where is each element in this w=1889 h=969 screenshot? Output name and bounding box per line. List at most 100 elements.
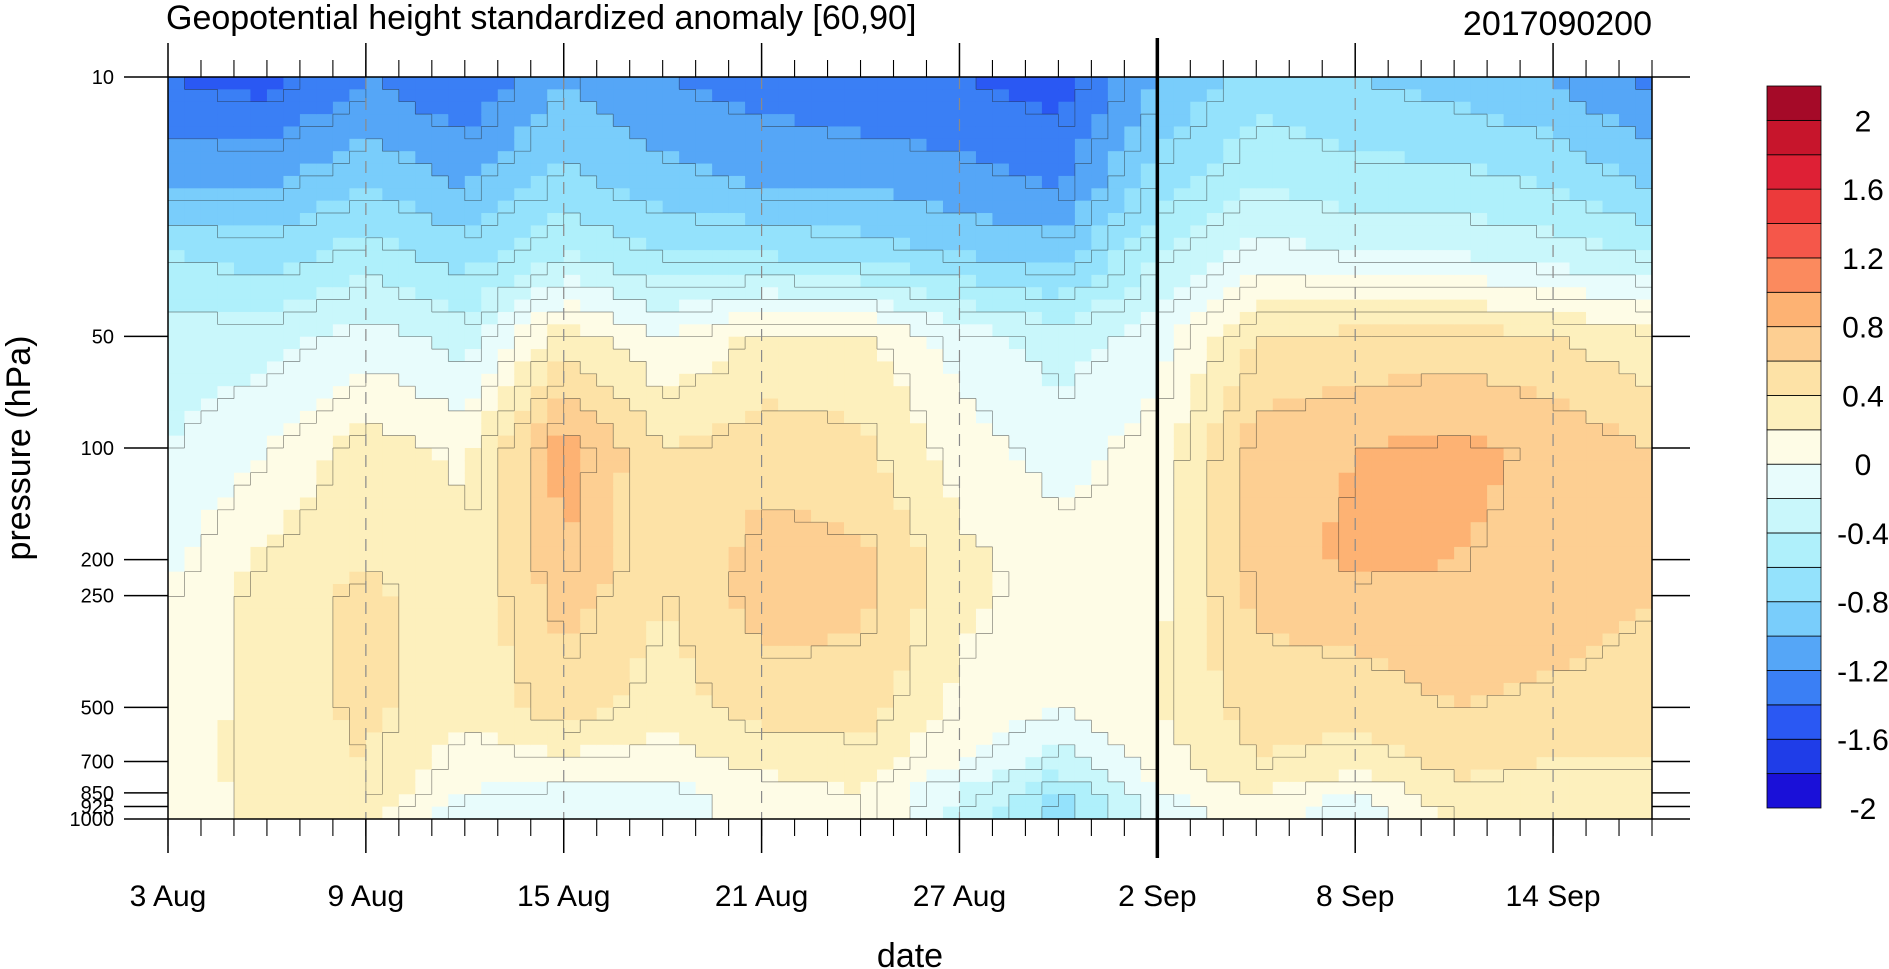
field-cell	[942, 534, 961, 548]
field-cell	[778, 89, 796, 103]
field-cell	[712, 89, 730, 103]
field-cell	[415, 497, 433, 511]
field-cell	[975, 472, 994, 486]
field-cell	[1239, 163, 1258, 177]
field-cell	[398, 769, 417, 783]
field-cell	[1322, 658, 1340, 672]
field-cell	[1256, 448, 1274, 462]
field-cell	[679, 522, 697, 536]
field-cell	[365, 645, 384, 660]
field-cell	[761, 250, 779, 264]
field-cell	[382, 373, 400, 387]
field-cell	[431, 410, 450, 425]
field-cell	[860, 596, 878, 610]
field-cell	[1091, 645, 1109, 660]
field-cell	[596, 695, 614, 709]
field-cell	[332, 497, 351, 511]
field-cell	[1008, 373, 1027, 387]
field-cell	[382, 274, 400, 289]
field-cell	[646, 200, 664, 214]
field-cell	[1404, 89, 1422, 103]
field-cell	[1454, 806, 1472, 819]
field-cell	[613, 744, 631, 758]
field-cell	[1223, 707, 1241, 721]
field-cell	[910, 584, 928, 598]
field-cell	[514, 138, 532, 152]
field-cell	[827, 410, 845, 425]
field-cell	[1388, 497, 1406, 511]
field-cell	[481, 633, 499, 647]
field-cell	[1437, 138, 1455, 152]
field-cell	[184, 472, 202, 486]
field-cell	[1322, 707, 1340, 721]
field-cell	[844, 757, 862, 771]
field-cell	[415, 781, 433, 796]
field-cell	[464, 188, 483, 202]
field-cell	[1091, 769, 1109, 783]
field-cell	[431, 608, 450, 622]
field-cell	[382, 101, 400, 115]
field-cell	[233, 534, 252, 548]
field-cell	[1206, 546, 1225, 561]
field-cell	[1404, 682, 1422, 697]
field-cell	[1041, 645, 1060, 660]
field-cell	[217, 497, 235, 511]
field-cell	[992, 509, 1010, 523]
field-cell	[1338, 695, 1356, 709]
field-cell	[910, 386, 928, 400]
field-cell	[1124, 188, 1142, 202]
field-cell	[992, 77, 1010, 91]
field-cell	[1206, 262, 1225, 276]
field-cell	[860, 584, 878, 598]
field-cell	[1157, 695, 1175, 709]
field-cell	[1025, 77, 1043, 91]
field-cell	[415, 682, 433, 697]
field-cell	[431, 757, 450, 771]
field-cell	[811, 262, 829, 276]
field-cell	[431, 386, 450, 400]
field-cell	[1388, 509, 1406, 523]
field-cell	[1157, 151, 1175, 165]
field-cell	[1223, 720, 1241, 734]
field-cell	[1157, 77, 1175, 91]
field-cell	[778, 435, 796, 449]
field-cell	[1173, 287, 1192, 301]
field-cell	[431, 89, 450, 103]
field-cell	[629, 200, 647, 214]
field-cell	[563, 448, 582, 462]
field-cell	[728, 423, 746, 437]
field-cell	[1206, 485, 1225, 499]
field-cell	[1322, 89, 1340, 103]
field-cell	[299, 299, 318, 313]
field-cell	[563, 707, 582, 721]
field-cell	[563, 670, 582, 684]
field-cell	[1487, 658, 1505, 672]
field-cell	[1091, 373, 1109, 387]
field-cell	[629, 89, 647, 103]
field-cell	[349, 373, 367, 387]
field-cell	[1140, 114, 1159, 128]
field-cell	[168, 720, 186, 734]
field-cell	[1503, 472, 1521, 486]
field-cell	[1140, 336, 1159, 350]
field-cell	[596, 769, 614, 783]
field-cell	[646, 472, 664, 486]
field-cell	[662, 744, 680, 758]
field-cell	[910, 695, 928, 709]
field-cell	[679, 645, 697, 660]
field-cell	[266, 559, 285, 573]
field-cell	[316, 361, 334, 375]
field-cell	[761, 732, 779, 746]
field-cell	[1289, 806, 1307, 819]
field-cell	[778, 423, 796, 437]
field-cell	[1520, 336, 1538, 350]
field-cell	[992, 757, 1010, 771]
field-cell	[1190, 151, 1208, 165]
field-cell	[200, 336, 219, 350]
field-cell	[877, 509, 895, 523]
field-cell	[266, 287, 285, 301]
field-cell	[1041, 114, 1060, 128]
field-cell	[398, 497, 417, 511]
field-cell	[497, 435, 516, 449]
field-cell	[959, 200, 977, 214]
